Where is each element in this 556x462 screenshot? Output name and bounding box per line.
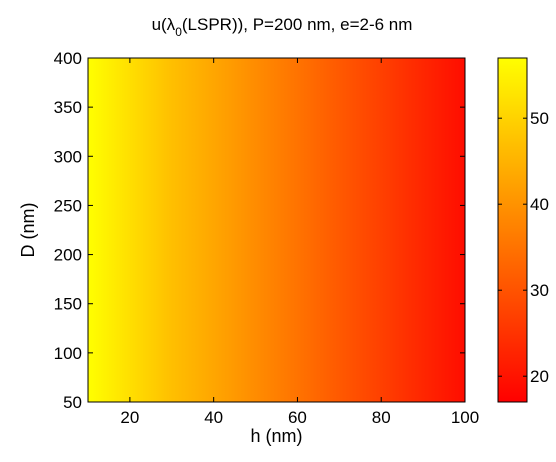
y-tick-label: 350 xyxy=(54,98,82,117)
colorbar-tick-label: 20 xyxy=(530,367,549,386)
x-axis-label: h (nm) xyxy=(250,426,302,446)
title-suffix: (LSPR)), P=200 nm, e=2-6 nm xyxy=(182,15,413,34)
heatmap-field xyxy=(88,58,465,402)
chart-title: u(λ0(LSPR)), P=200 nm, e=2-6 nm xyxy=(152,15,413,39)
colorbar-ticks: 20 30 40 50 xyxy=(498,109,549,386)
y-tick-label: 300 xyxy=(54,147,82,166)
x-tick-label: 80 xyxy=(372,408,391,427)
title-main: u(λ xyxy=(152,15,176,34)
y-tick-label: 250 xyxy=(54,196,82,215)
x-tick-label: 100 xyxy=(451,408,479,427)
y-tick-label: 100 xyxy=(54,344,82,363)
y-axis-ticks: 50 100 150 200 250 300 350 400 xyxy=(54,49,465,412)
x-tick-label: 60 xyxy=(288,408,307,427)
colorbar-frame xyxy=(497,57,528,403)
title-subscript: 0 xyxy=(175,25,182,39)
colorbar-tick-label: 40 xyxy=(530,195,549,214)
x-tick-label: 40 xyxy=(204,408,223,427)
y-tick-label: 50 xyxy=(63,393,82,412)
colorbar xyxy=(498,58,527,402)
y-tick-label: 400 xyxy=(54,49,82,68)
y-tick-label: 200 xyxy=(54,246,82,265)
colorbar-tick-label: 30 xyxy=(530,281,549,300)
x-tick-label: 20 xyxy=(120,408,139,427)
plot-frame xyxy=(87,57,466,403)
x-axis-ticks: 20 40 60 80 100 xyxy=(120,58,479,427)
colorbar-tick-label: 50 xyxy=(530,109,549,128)
y-axis-label: D (nm) xyxy=(18,203,38,258)
y-tick-label: 150 xyxy=(54,295,82,314)
